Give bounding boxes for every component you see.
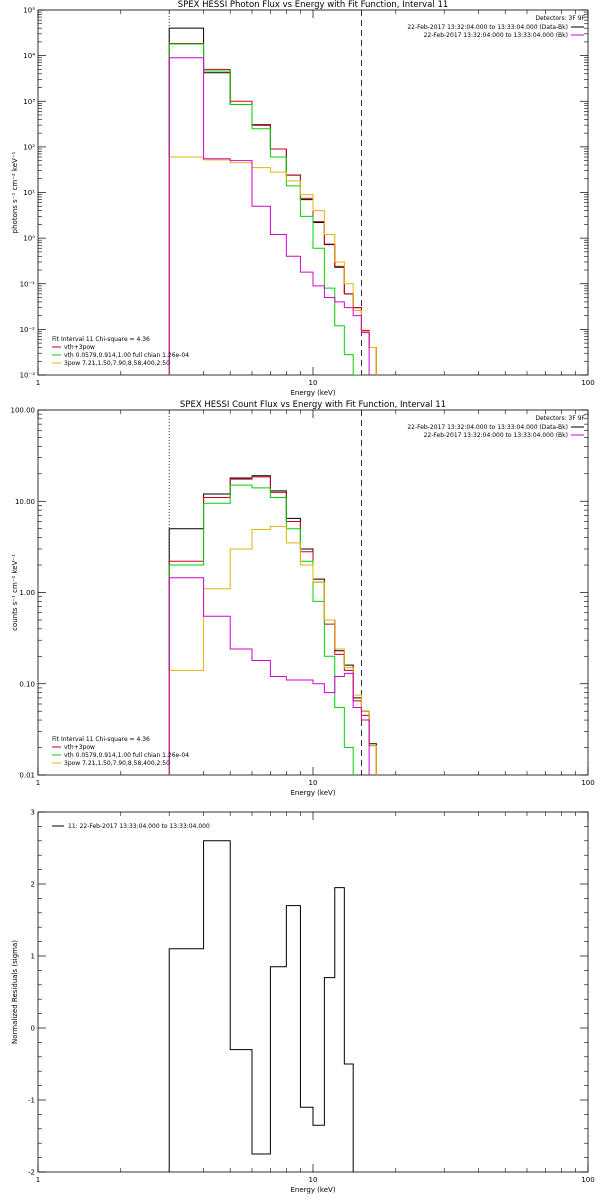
x-tick-label: 10	[309, 379, 318, 387]
data-layer	[168, 410, 377, 775]
y-tick-label: 0.10	[19, 680, 35, 688]
legend-entry-red: vth+3pow	[64, 744, 95, 751]
series-black-histogram	[168, 475, 377, 775]
y-tick-label: 100.00	[11, 407, 36, 415]
x-tick-label: 10	[309, 1176, 318, 1184]
data-layer	[168, 10, 377, 375]
y-tick-label: 1	[31, 953, 35, 961]
y-tick-label: 10⁴	[23, 52, 35, 60]
x-tick-label: 10	[309, 779, 318, 787]
y-tick-label: 10¹	[23, 189, 35, 197]
series-magenta-histogram	[168, 57, 370, 375]
y-tick-label: 10.00	[15, 498, 35, 506]
y-axis-label: counts s⁻¹ cm⁻² keV⁻¹	[11, 554, 19, 631]
y-tick-label: 10⁻²	[20, 326, 36, 334]
series-magenta-histogram	[168, 577, 370, 775]
legend-title: Fit Interval 11 Chi-square = 4.36	[52, 736, 150, 743]
data-layer	[168, 840, 354, 1172]
chart-1: 1 10 100 10⁻³ 10⁻² 10⁻¹ 10⁰ 10¹ 10² 10³ 10⁴ 10⁵ SPEX…	[11, 0, 595, 397]
x-axis-label: Energy (keV)	[290, 789, 335, 797]
series-red-histogram	[168, 476, 377, 775]
x-tick-label: 1	[36, 379, 40, 387]
y-tick-label: 10⁵	[23, 7, 35, 15]
series-green-histogram	[168, 43, 362, 375]
series-yellow-histogram	[168, 525, 377, 775]
y-axis-label: photons s⁻¹ cm⁻² keV⁻¹	[11, 151, 19, 233]
chart-title: SPEX HESSI Photon Flux vs Energy with Fi…	[178, 0, 449, 10]
series-yellow-histogram	[168, 156, 377, 375]
legend-entry: 11: 22-Feb-2017 13:33:04.000 to 13:33:04…	[68, 823, 210, 830]
y-tick-label: 10⁻¹	[20, 280, 36, 288]
series-black-histogram	[168, 840, 354, 1172]
series-black-histogram	[168, 27, 377, 375]
time-range-label: 22-Feb-2017 13:32:04.000 to 13:33:04.000…	[424, 32, 568, 39]
legend-entry-green: vth 0.0579,0.914,1.00 full chian 1.26e-0…	[64, 352, 189, 359]
legend-title: Fit Interval 11 Chi-square = 4.36	[52, 336, 150, 343]
y-tick-label: 0	[31, 1025, 35, 1033]
y-tick-label: 10⁰	[23, 235, 35, 243]
y-tick-label: 0.01	[19, 772, 35, 780]
y-tick-label: -1	[28, 1097, 35, 1105]
y-tick-label: 10⁻³	[20, 372, 36, 380]
y-tick-label: -2	[28, 1169, 35, 1177]
x-tick-label: 1	[36, 1176, 40, 1184]
y-tick-label: 10²	[23, 143, 35, 151]
y-tick-label: 2	[31, 881, 35, 889]
y-tick-label: 10³	[23, 98, 35, 106]
x-axis-label: Energy (keV)	[290, 1186, 335, 1194]
chart-title: SPEX HESSI Count Flux vs Energy with Fit…	[180, 400, 446, 410]
y-axis-label: Normalized Residuals (sigma)	[11, 940, 19, 1044]
x-tick-label: 100	[581, 1176, 594, 1184]
time-range-label: 22-Feb-2017 13:32:04.000 to 13:33:04.000…	[407, 424, 568, 431]
chart-3: 1 10 100 -2 -1 0 1 2 3 Energy (keV) Normalized Res…	[11, 809, 595, 1195]
x-tick-label: 100	[581, 779, 594, 787]
x-axis-label: Energy (keV)	[290, 389, 335, 397]
detectors-label: Detectors: 3F 9F	[535, 15, 585, 22]
plot-frame	[37, 9, 589, 376]
chart-2: 1 10 100 0.01 0.10 1.00 10.00 100.00 SPEX HESSI …	[11, 400, 595, 797]
time-range-label: 22-Feb-2017 13:32:04.000 to 13:33:04.000…	[407, 24, 568, 31]
legend-entry-green: vth 0.0579,0.914,1.00 full chian 1.26e-0…	[64, 752, 189, 759]
x-tick-label: 1	[36, 779, 40, 787]
legend-entry-yellow: 3pow 7.21,1.50,7.90,8.58,400,2.50	[64, 360, 170, 367]
y-tick-label: 1.00	[19, 589, 35, 597]
time-range-label: 22-Feb-2017 13:32:04.000 to 13:33:04.000…	[424, 432, 568, 439]
x-tick-label: 100	[581, 379, 594, 387]
y-tick-label: 3	[31, 809, 35, 817]
detectors-label: Detectors: 3F 9F	[535, 415, 585, 422]
legend-entry-yellow: 3pow 7.21,1.50,7.90,8.58,400,2.50	[64, 760, 170, 767]
series-red-histogram	[168, 42, 377, 375]
legend-entry-red: vth+3pow	[64, 344, 95, 351]
